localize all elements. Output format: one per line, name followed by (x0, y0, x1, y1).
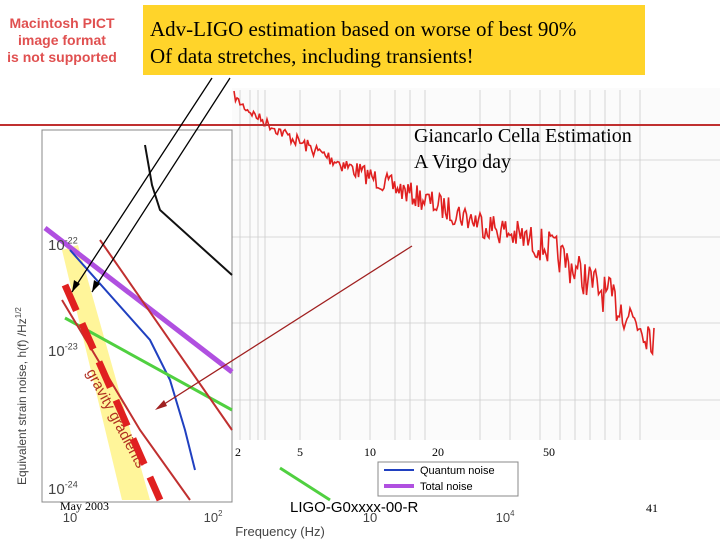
y-axis-label-exp: 1/2 (14, 307, 23, 319)
callout-box (143, 5, 645, 75)
arrow (71, 77, 213, 293)
green-curve-lower (279, 466, 331, 502)
quantum-noise-curve (69, 249, 196, 471)
x-axis-label: Frequency (Hz) (235, 524, 325, 539)
left-x-tick-label-base: 10 (204, 510, 218, 525)
footer-doc-id: LIGO-G0xxxx-00-R (290, 499, 419, 516)
estimate-note: A Virgo day (414, 151, 511, 173)
black-curve (144, 144, 233, 276)
footer-page: 41 (646, 501, 658, 515)
pict-line: Macintosh PICT (9, 15, 114, 31)
legend-box (377, 461, 519, 497)
arrow (157, 245, 413, 409)
legend-label: Quantum noise (420, 465, 495, 477)
arrow-head (92, 280, 100, 292)
green-curve (64, 316, 233, 412)
right-x-tick-label: 2 (235, 445, 241, 459)
left-y-tick-label-base: 10 (48, 237, 65, 254)
left-y-tick-label: 10-24 (48, 479, 78, 498)
left-x-tick-label: 104 (496, 509, 515, 525)
left-y-tick-label-base: 10 (48, 343, 65, 360)
left-y-tick-label-exp: -23 (65, 341, 78, 351)
left-y-tick-label-exp: -22 (65, 235, 78, 245)
pict-line: is not supported (7, 49, 117, 65)
pict-line: image format (18, 32, 106, 48)
left-x-tick-label: 102 (204, 509, 223, 525)
right-x-tick-label: 10 (364, 445, 376, 459)
left-x-tick-label: 10 (363, 510, 377, 525)
left-y-tick-label: 10-23 (48, 341, 78, 360)
left-x-tick-label-exp: 2 (218, 509, 222, 518)
callout-line: Adv-LIGO estimation based on worse of be… (150, 17, 576, 41)
left-y-tick-label-base: 10 (48, 481, 65, 498)
left-x-tick-label-base: 10 (363, 510, 377, 525)
right-x-tick-label: 5 (297, 445, 303, 459)
arrow-head (155, 400, 167, 410)
left-x-tick-label-exp: 4 (510, 509, 515, 518)
left-y-tick-label-exp: -24 (65, 479, 78, 489)
legend-label: Total noise (420, 481, 473, 493)
arrow (91, 77, 231, 293)
footer-date: May 2003 (60, 499, 109, 513)
red-dashed-curve (61, 283, 164, 502)
pict-notice: Macintosh PICT image format is not suppo… (7, 15, 117, 65)
left-x-tick-label: 10 (63, 510, 77, 525)
total-noise-curve (43, 226, 234, 374)
right-plot-area (232, 88, 720, 440)
right-x-tick-label: 50 (543, 445, 555, 459)
estimate-note: Giancarlo Cella Estimation (414, 125, 632, 147)
virgo-noise-curve (233, 90, 655, 357)
left-x-tick-label-base: 10 (63, 510, 77, 525)
y-axis-label-main: Equivalent strain noise, h(f) /Hz (15, 318, 29, 485)
left-x-tick-label-base: 10 (496, 510, 510, 525)
right-x-tick-label: 20 (432, 445, 444, 459)
arrow-head (72, 280, 80, 292)
red-curve-2 (99, 239, 233, 431)
y-axis-label: Equivalent strain noise, h(f) /Hz1/2 (14, 307, 29, 485)
callout-line: Of data stretches, including transients! (150, 44, 474, 68)
left-y-tick-label: 10-22 (48, 235, 78, 254)
